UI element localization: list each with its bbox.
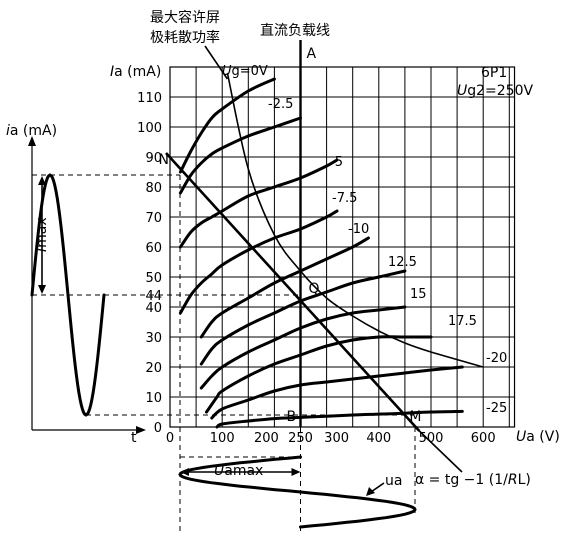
- point-label-A: A: [307, 46, 317, 62]
- y-tick-label: 60: [145, 241, 162, 256]
- plate-curve-12_5: [199, 269, 407, 366]
- curve-label: Ug=0V: [222, 64, 268, 79]
- y-tick-label: 70: [145, 211, 162, 226]
- y-tick-label: 30: [145, 331, 162, 346]
- curve-label: 15: [410, 287, 427, 302]
- plate-curve-Ug_0V: [178, 77, 276, 174]
- alpha-label: α = tg −1 (1/RL): [415, 472, 531, 488]
- plate-curve-_5: [178, 158, 339, 249]
- screen-voltage-label: Ug2=250V: [457, 83, 533, 99]
- curve-label: 12.5: [388, 255, 417, 270]
- power-curve-label-line1: 最大容许屏: [150, 9, 220, 26]
- curve-label: -5: [330, 155, 343, 170]
- point-label-M: M: [409, 409, 421, 425]
- plate-curve-_20: [210, 365, 464, 420]
- imax-label: Imax: [34, 217, 50, 252]
- time-axis-label: t: [131, 430, 137, 446]
- curve-labels: Ug=0V -2.5 -5 -7.5 -10 12.5 15 17.5 -20 -25: [222, 64, 507, 416]
- dissipation-leader: [204, 45, 229, 80]
- load-line-label: 直流负载线: [260, 22, 330, 39]
- max-dissipation-curve: [226, 72, 484, 368]
- plate-curve-_7_5: [178, 209, 339, 315]
- ia-axis-arrow: [28, 136, 36, 146]
- x-tick-label: 300: [324, 431, 349, 446]
- curve-label: -10: [348, 222, 369, 237]
- y-tick-label: 110: [137, 91, 162, 106]
- ac-load-line: [165, 152, 421, 432]
- tube-name: 6P1: [481, 65, 507, 81]
- x-tick-label: 200: [254, 431, 279, 446]
- chart-overlay: A N Q B M: [32, 40, 484, 535]
- curve-label: -7.5: [332, 191, 357, 206]
- chart-grid: [169, 66, 516, 428]
- y-tick-label: 90: [145, 151, 162, 166]
- plate-curve-15: [199, 305, 407, 390]
- curve-label: -20: [486, 351, 507, 366]
- y-axis-label: Ia (mA): [110, 64, 161, 80]
- signal-waveforms: [28, 136, 417, 529]
- imax-arrowhead-down: [38, 285, 46, 294]
- y-tick-label: 50: [145, 271, 162, 286]
- uamax-label: Uamax: [214, 463, 263, 479]
- y-tick-label: 10: [145, 391, 162, 406]
- plate-curve-_2_5: [178, 116, 302, 195]
- y-tick-label: 100: [137, 121, 162, 136]
- point-label-Q: Q: [309, 281, 320, 297]
- x-axis-label: Ua (V): [516, 429, 560, 445]
- y-tick-label: 80: [145, 181, 162, 196]
- ua-leader-arrowhead: [366, 487, 375, 496]
- uamax-arrowhead-left: [180, 468, 189, 476]
- y-tick-label: 20: [145, 361, 162, 376]
- ua-waveform: [178, 455, 417, 529]
- y-tick-label: 44: [145, 289, 162, 304]
- ia-waveform: [30, 173, 106, 417]
- plate-curve-_25: [215, 409, 464, 429]
- ia-axis-label: ia (mA): [6, 123, 57, 139]
- ua-wave-label: ua: [385, 473, 402, 489]
- load-line-extension: [418, 430, 463, 473]
- point-label-N: N: [158, 152, 168, 168]
- x-tick-label: 0: [166, 431, 174, 446]
- y-tick-label: 40: [145, 301, 162, 316]
- curve-label: -2.5: [268, 97, 293, 112]
- time-axis-arrow: [136, 426, 146, 434]
- y-tick-label: 0: [154, 421, 162, 436]
- point-label-B: B: [287, 409, 297, 425]
- x-tick-label: 100: [210, 431, 235, 446]
- curve-label: -25: [486, 401, 507, 416]
- x-tick-label: 600: [471, 431, 496, 446]
- power-curve-label-line2: 极耗散功率: [150, 29, 220, 46]
- uamax-arrowhead-right: [291, 468, 301, 476]
- plate-curve-_10: [199, 236, 370, 339]
- x-tick-label: 400: [366, 431, 391, 446]
- imax-arrowhead-up: [38, 176, 46, 185]
- x-tick-label: 500: [419, 431, 444, 446]
- curve-label: 17.5: [448, 314, 477, 329]
